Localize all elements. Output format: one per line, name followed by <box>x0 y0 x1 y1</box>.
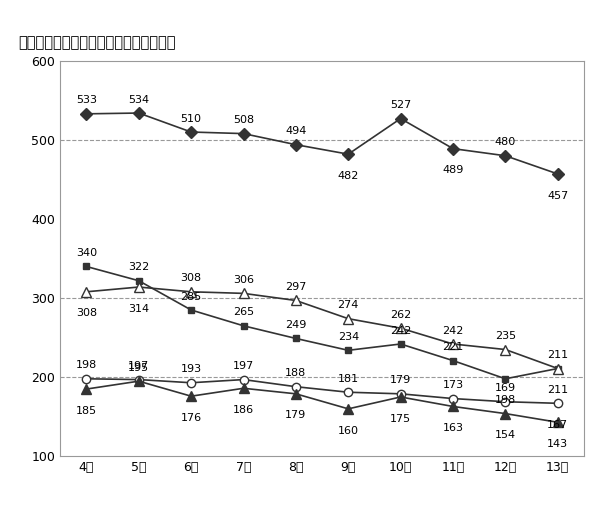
Text: 489: 489 <box>442 165 464 175</box>
Text: 482: 482 <box>338 171 359 181</box>
Text: 181: 181 <box>338 374 359 384</box>
Text: 297: 297 <box>285 282 306 292</box>
Text: 198: 198 <box>495 395 516 406</box>
Text: 186: 186 <box>233 405 254 415</box>
Text: 508: 508 <box>233 115 254 125</box>
Text: 242: 242 <box>390 325 411 336</box>
Text: 211: 211 <box>547 350 568 360</box>
Text: 围４　主な産業中分類の年次別事業所数: 围４ 主な産業中分類の年次別事業所数 <box>18 35 176 50</box>
Text: 265: 265 <box>233 307 254 317</box>
Text: 197: 197 <box>128 361 149 371</box>
Text: 510: 510 <box>181 114 202 124</box>
Text: 169: 169 <box>495 383 516 393</box>
Text: 308: 308 <box>181 273 202 283</box>
Text: 143: 143 <box>547 439 568 449</box>
Text: 160: 160 <box>338 425 359 436</box>
Text: 322: 322 <box>128 263 149 272</box>
Text: 195: 195 <box>128 363 149 373</box>
Text: 457: 457 <box>547 191 568 201</box>
Text: 533: 533 <box>76 95 97 105</box>
Text: 179: 179 <box>285 411 306 420</box>
Text: 235: 235 <box>495 331 516 341</box>
Text: 274: 274 <box>338 300 359 310</box>
Text: 221: 221 <box>442 342 464 352</box>
Text: 534: 534 <box>128 95 149 105</box>
Text: 197: 197 <box>233 361 254 371</box>
Text: 193: 193 <box>181 365 202 374</box>
Text: 306: 306 <box>233 275 254 285</box>
Text: 176: 176 <box>181 413 202 423</box>
Text: 494: 494 <box>285 126 306 136</box>
Text: 249: 249 <box>285 320 306 330</box>
Text: 173: 173 <box>442 380 464 390</box>
Text: 285: 285 <box>181 292 202 302</box>
Text: 179: 179 <box>390 376 411 385</box>
Text: 340: 340 <box>76 248 97 258</box>
Text: 211: 211 <box>547 385 568 395</box>
Text: 234: 234 <box>338 332 359 342</box>
Text: 262: 262 <box>390 310 411 320</box>
Text: 314: 314 <box>128 304 149 314</box>
Text: 163: 163 <box>442 423 464 433</box>
Text: 480: 480 <box>495 137 516 148</box>
Text: 527: 527 <box>390 100 411 110</box>
Text: 308: 308 <box>76 308 97 318</box>
Text: 167: 167 <box>547 420 568 430</box>
Text: 188: 188 <box>285 369 306 378</box>
Text: 175: 175 <box>390 414 411 424</box>
Text: 242: 242 <box>442 325 464 336</box>
Text: 154: 154 <box>495 430 516 440</box>
Text: 185: 185 <box>76 406 97 416</box>
Text: 198: 198 <box>76 360 97 371</box>
